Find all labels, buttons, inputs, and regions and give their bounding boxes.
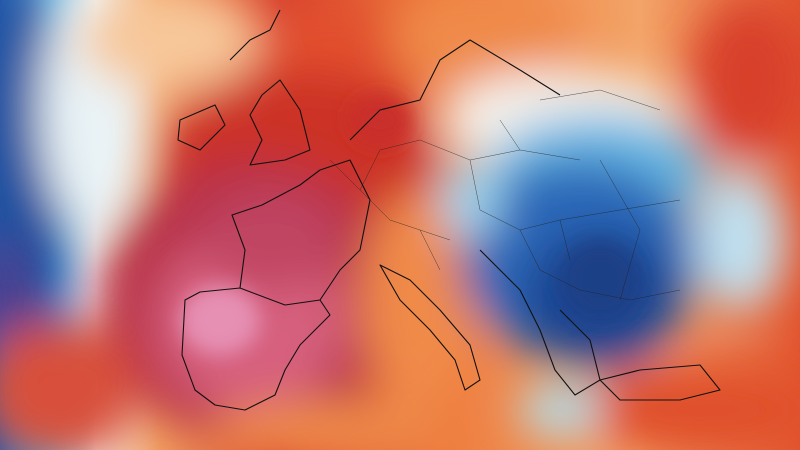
coastlines xyxy=(177,9,721,411)
borders xyxy=(329,89,681,301)
